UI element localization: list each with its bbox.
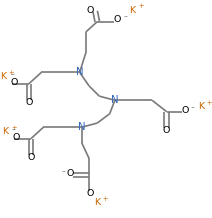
Text: +: +: [103, 196, 108, 202]
Text: +: +: [11, 125, 17, 131]
Text: ⁻: ⁻: [123, 15, 127, 21]
Text: K: K: [94, 198, 100, 207]
Text: O: O: [27, 153, 35, 162]
Text: O: O: [86, 6, 94, 15]
Text: O: O: [25, 98, 33, 107]
Text: +: +: [206, 100, 212, 106]
Text: K: K: [0, 72, 6, 81]
Text: ⁻: ⁻: [191, 106, 194, 112]
Text: K: K: [3, 127, 9, 136]
Text: O: O: [13, 133, 20, 142]
Text: N: N: [76, 67, 84, 77]
Text: N: N: [111, 95, 119, 105]
Text: ⁻: ⁻: [12, 128, 16, 134]
Text: O: O: [163, 126, 170, 135]
Text: O: O: [181, 106, 189, 115]
Text: +: +: [9, 70, 14, 76]
Text: +: +: [138, 3, 144, 9]
Text: O: O: [114, 15, 121, 24]
Text: O: O: [67, 169, 74, 178]
Text: K: K: [129, 6, 135, 15]
Text: K: K: [198, 102, 204, 111]
Text: O: O: [11, 78, 18, 87]
Text: ⁻: ⁻: [10, 73, 14, 80]
Text: O: O: [86, 189, 94, 198]
Text: N: N: [78, 122, 85, 132]
Text: ⁻: ⁻: [61, 170, 66, 176]
